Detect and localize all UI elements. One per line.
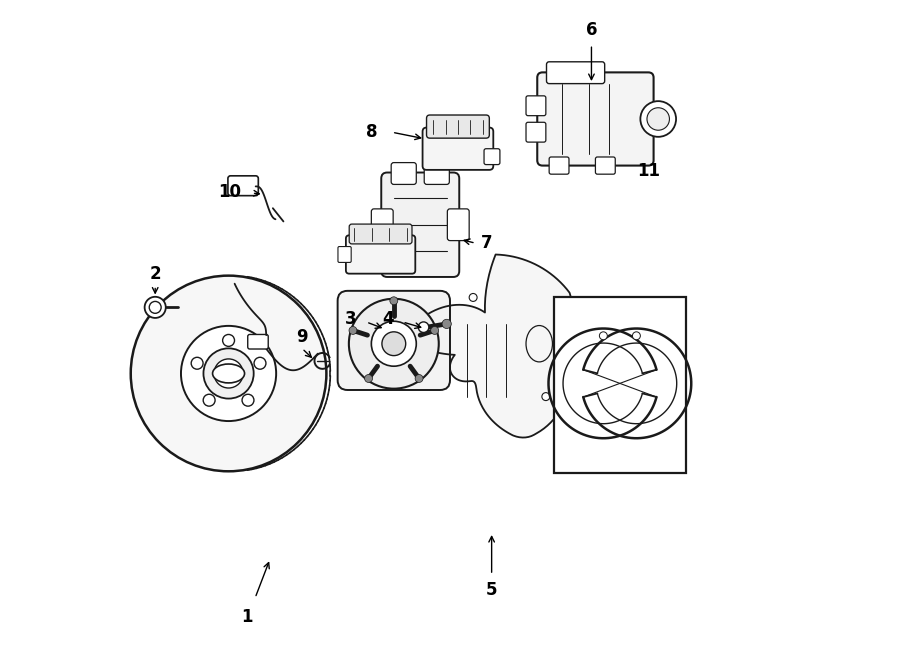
Text: 3: 3 <box>345 310 356 329</box>
FancyBboxPatch shape <box>427 115 490 138</box>
FancyBboxPatch shape <box>338 247 351 262</box>
FancyBboxPatch shape <box>484 149 500 165</box>
FancyBboxPatch shape <box>549 157 569 175</box>
FancyBboxPatch shape <box>526 122 545 142</box>
Text: 7: 7 <box>481 234 492 253</box>
Circle shape <box>442 319 451 329</box>
FancyBboxPatch shape <box>338 291 450 390</box>
Circle shape <box>372 321 417 366</box>
Circle shape <box>242 394 254 406</box>
Ellipse shape <box>212 364 245 383</box>
Circle shape <box>418 322 428 332</box>
Text: 10: 10 <box>219 182 241 201</box>
Circle shape <box>382 332 406 356</box>
Circle shape <box>469 293 477 301</box>
FancyBboxPatch shape <box>248 334 268 349</box>
Circle shape <box>542 393 550 401</box>
Polygon shape <box>402 254 596 438</box>
Circle shape <box>181 326 276 421</box>
FancyBboxPatch shape <box>596 157 616 175</box>
Text: 6: 6 <box>586 20 598 39</box>
Circle shape <box>222 334 235 346</box>
Text: 8: 8 <box>366 123 378 141</box>
Circle shape <box>145 297 166 318</box>
Circle shape <box>633 332 641 340</box>
Text: 2: 2 <box>149 265 161 284</box>
FancyBboxPatch shape <box>424 163 449 184</box>
Circle shape <box>203 348 254 399</box>
Circle shape <box>349 327 357 334</box>
Circle shape <box>130 276 327 471</box>
FancyBboxPatch shape <box>526 96 545 116</box>
Circle shape <box>149 301 161 313</box>
Circle shape <box>415 375 423 383</box>
Ellipse shape <box>526 326 553 362</box>
Circle shape <box>364 375 373 383</box>
FancyBboxPatch shape <box>346 235 415 274</box>
Circle shape <box>647 108 670 130</box>
Circle shape <box>203 394 215 406</box>
FancyBboxPatch shape <box>349 224 412 244</box>
FancyBboxPatch shape <box>447 209 469 241</box>
Circle shape <box>214 359 243 388</box>
Bar <box>554 297 686 473</box>
Text: 9: 9 <box>296 328 308 346</box>
FancyBboxPatch shape <box>372 209 393 241</box>
Circle shape <box>599 332 608 340</box>
Circle shape <box>390 297 398 305</box>
Circle shape <box>641 101 676 137</box>
FancyBboxPatch shape <box>546 61 605 84</box>
Text: 4: 4 <box>382 310 394 329</box>
FancyBboxPatch shape <box>228 176 258 196</box>
Circle shape <box>349 299 439 389</box>
Text: 5: 5 <box>486 581 498 600</box>
FancyBboxPatch shape <box>423 128 493 170</box>
FancyBboxPatch shape <box>392 163 417 184</box>
Text: 11: 11 <box>637 161 660 180</box>
FancyBboxPatch shape <box>382 173 459 277</box>
Circle shape <box>431 327 438 334</box>
Text: 1: 1 <box>241 607 253 626</box>
FancyBboxPatch shape <box>537 73 653 166</box>
Circle shape <box>254 358 266 369</box>
Circle shape <box>191 358 203 369</box>
